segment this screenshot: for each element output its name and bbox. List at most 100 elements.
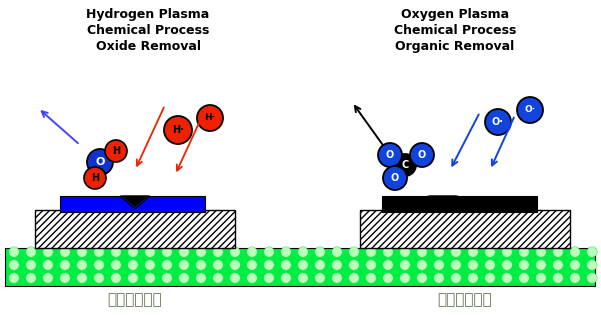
Circle shape bbox=[77, 260, 87, 270]
Circle shape bbox=[179, 273, 189, 283]
Circle shape bbox=[111, 247, 121, 257]
Circle shape bbox=[128, 247, 138, 257]
Circle shape bbox=[26, 260, 36, 270]
Circle shape bbox=[366, 247, 376, 257]
Circle shape bbox=[383, 166, 407, 190]
Circle shape bbox=[60, 260, 70, 270]
Circle shape bbox=[587, 247, 597, 257]
Circle shape bbox=[26, 247, 36, 257]
Circle shape bbox=[468, 273, 478, 283]
Polygon shape bbox=[428, 196, 458, 209]
Circle shape bbox=[60, 273, 70, 283]
Circle shape bbox=[164, 116, 192, 144]
Circle shape bbox=[332, 247, 342, 257]
Circle shape bbox=[332, 260, 342, 270]
Circle shape bbox=[145, 247, 155, 257]
Circle shape bbox=[366, 260, 376, 270]
Circle shape bbox=[230, 273, 240, 283]
Circle shape bbox=[247, 247, 257, 257]
Circle shape bbox=[281, 273, 291, 283]
Circle shape bbox=[298, 260, 308, 270]
Circle shape bbox=[519, 273, 529, 283]
Circle shape bbox=[434, 260, 444, 270]
Circle shape bbox=[536, 247, 546, 257]
Circle shape bbox=[553, 260, 563, 270]
Circle shape bbox=[94, 273, 104, 283]
Circle shape bbox=[105, 140, 127, 162]
Circle shape bbox=[553, 273, 563, 283]
Text: C: C bbox=[401, 160, 409, 170]
Bar bbox=[60, 196, 205, 212]
Circle shape bbox=[213, 247, 223, 257]
Circle shape bbox=[9, 273, 19, 283]
Circle shape bbox=[213, 273, 223, 283]
Circle shape bbox=[264, 247, 274, 257]
Circle shape bbox=[298, 273, 308, 283]
Circle shape bbox=[400, 273, 410, 283]
Circle shape bbox=[196, 273, 206, 283]
Circle shape bbox=[570, 273, 580, 283]
Circle shape bbox=[332, 273, 342, 283]
Circle shape bbox=[9, 247, 19, 257]
Circle shape bbox=[502, 247, 512, 257]
Circle shape bbox=[43, 273, 53, 283]
Text: H: H bbox=[112, 146, 120, 156]
Circle shape bbox=[264, 273, 274, 283]
Circle shape bbox=[111, 260, 121, 270]
Circle shape bbox=[417, 247, 427, 257]
Circle shape bbox=[517, 97, 543, 123]
Circle shape bbox=[570, 260, 580, 270]
Circle shape bbox=[349, 273, 359, 283]
Circle shape bbox=[145, 260, 155, 270]
Circle shape bbox=[264, 260, 274, 270]
Circle shape bbox=[553, 247, 563, 257]
Circle shape bbox=[213, 260, 223, 270]
Circle shape bbox=[230, 247, 240, 257]
Circle shape bbox=[451, 247, 461, 257]
Text: Hydrogen Plasma
Chemical Process
Oxide Removal: Hydrogen Plasma Chemical Process Oxide R… bbox=[87, 8, 210, 53]
Text: O: O bbox=[418, 150, 426, 160]
Circle shape bbox=[60, 247, 70, 257]
Polygon shape bbox=[430, 196, 456, 207]
Circle shape bbox=[378, 143, 402, 167]
Circle shape bbox=[468, 260, 478, 270]
Circle shape bbox=[247, 273, 257, 283]
Circle shape bbox=[587, 273, 597, 283]
Circle shape bbox=[128, 260, 138, 270]
Circle shape bbox=[94, 260, 104, 270]
Text: 化学清洗工艺: 化学清洗工艺 bbox=[438, 293, 492, 307]
Circle shape bbox=[434, 273, 444, 283]
Circle shape bbox=[162, 247, 172, 257]
Circle shape bbox=[281, 247, 291, 257]
Circle shape bbox=[383, 247, 393, 257]
Polygon shape bbox=[120, 196, 150, 209]
Circle shape bbox=[162, 260, 172, 270]
Circle shape bbox=[145, 273, 155, 283]
Circle shape bbox=[162, 273, 172, 283]
Circle shape bbox=[400, 247, 410, 257]
Circle shape bbox=[587, 260, 597, 270]
Bar bbox=[35, 210, 235, 248]
Circle shape bbox=[417, 260, 427, 270]
Circle shape bbox=[502, 260, 512, 270]
Polygon shape bbox=[122, 196, 148, 207]
Text: H·: H· bbox=[172, 125, 184, 135]
Text: H·: H· bbox=[204, 113, 216, 122]
Text: H: H bbox=[91, 173, 99, 183]
Bar bbox=[382, 196, 537, 212]
Circle shape bbox=[468, 247, 478, 257]
Text: O: O bbox=[391, 173, 399, 183]
Bar bbox=[360, 210, 570, 248]
Circle shape bbox=[570, 247, 580, 257]
Circle shape bbox=[410, 143, 434, 167]
Circle shape bbox=[434, 247, 444, 257]
Circle shape bbox=[281, 260, 291, 270]
Circle shape bbox=[451, 273, 461, 283]
Circle shape bbox=[519, 260, 529, 270]
Circle shape bbox=[196, 247, 206, 257]
Circle shape bbox=[315, 260, 325, 270]
Circle shape bbox=[349, 260, 359, 270]
Circle shape bbox=[485, 260, 495, 270]
Circle shape bbox=[366, 273, 376, 283]
Circle shape bbox=[230, 260, 240, 270]
